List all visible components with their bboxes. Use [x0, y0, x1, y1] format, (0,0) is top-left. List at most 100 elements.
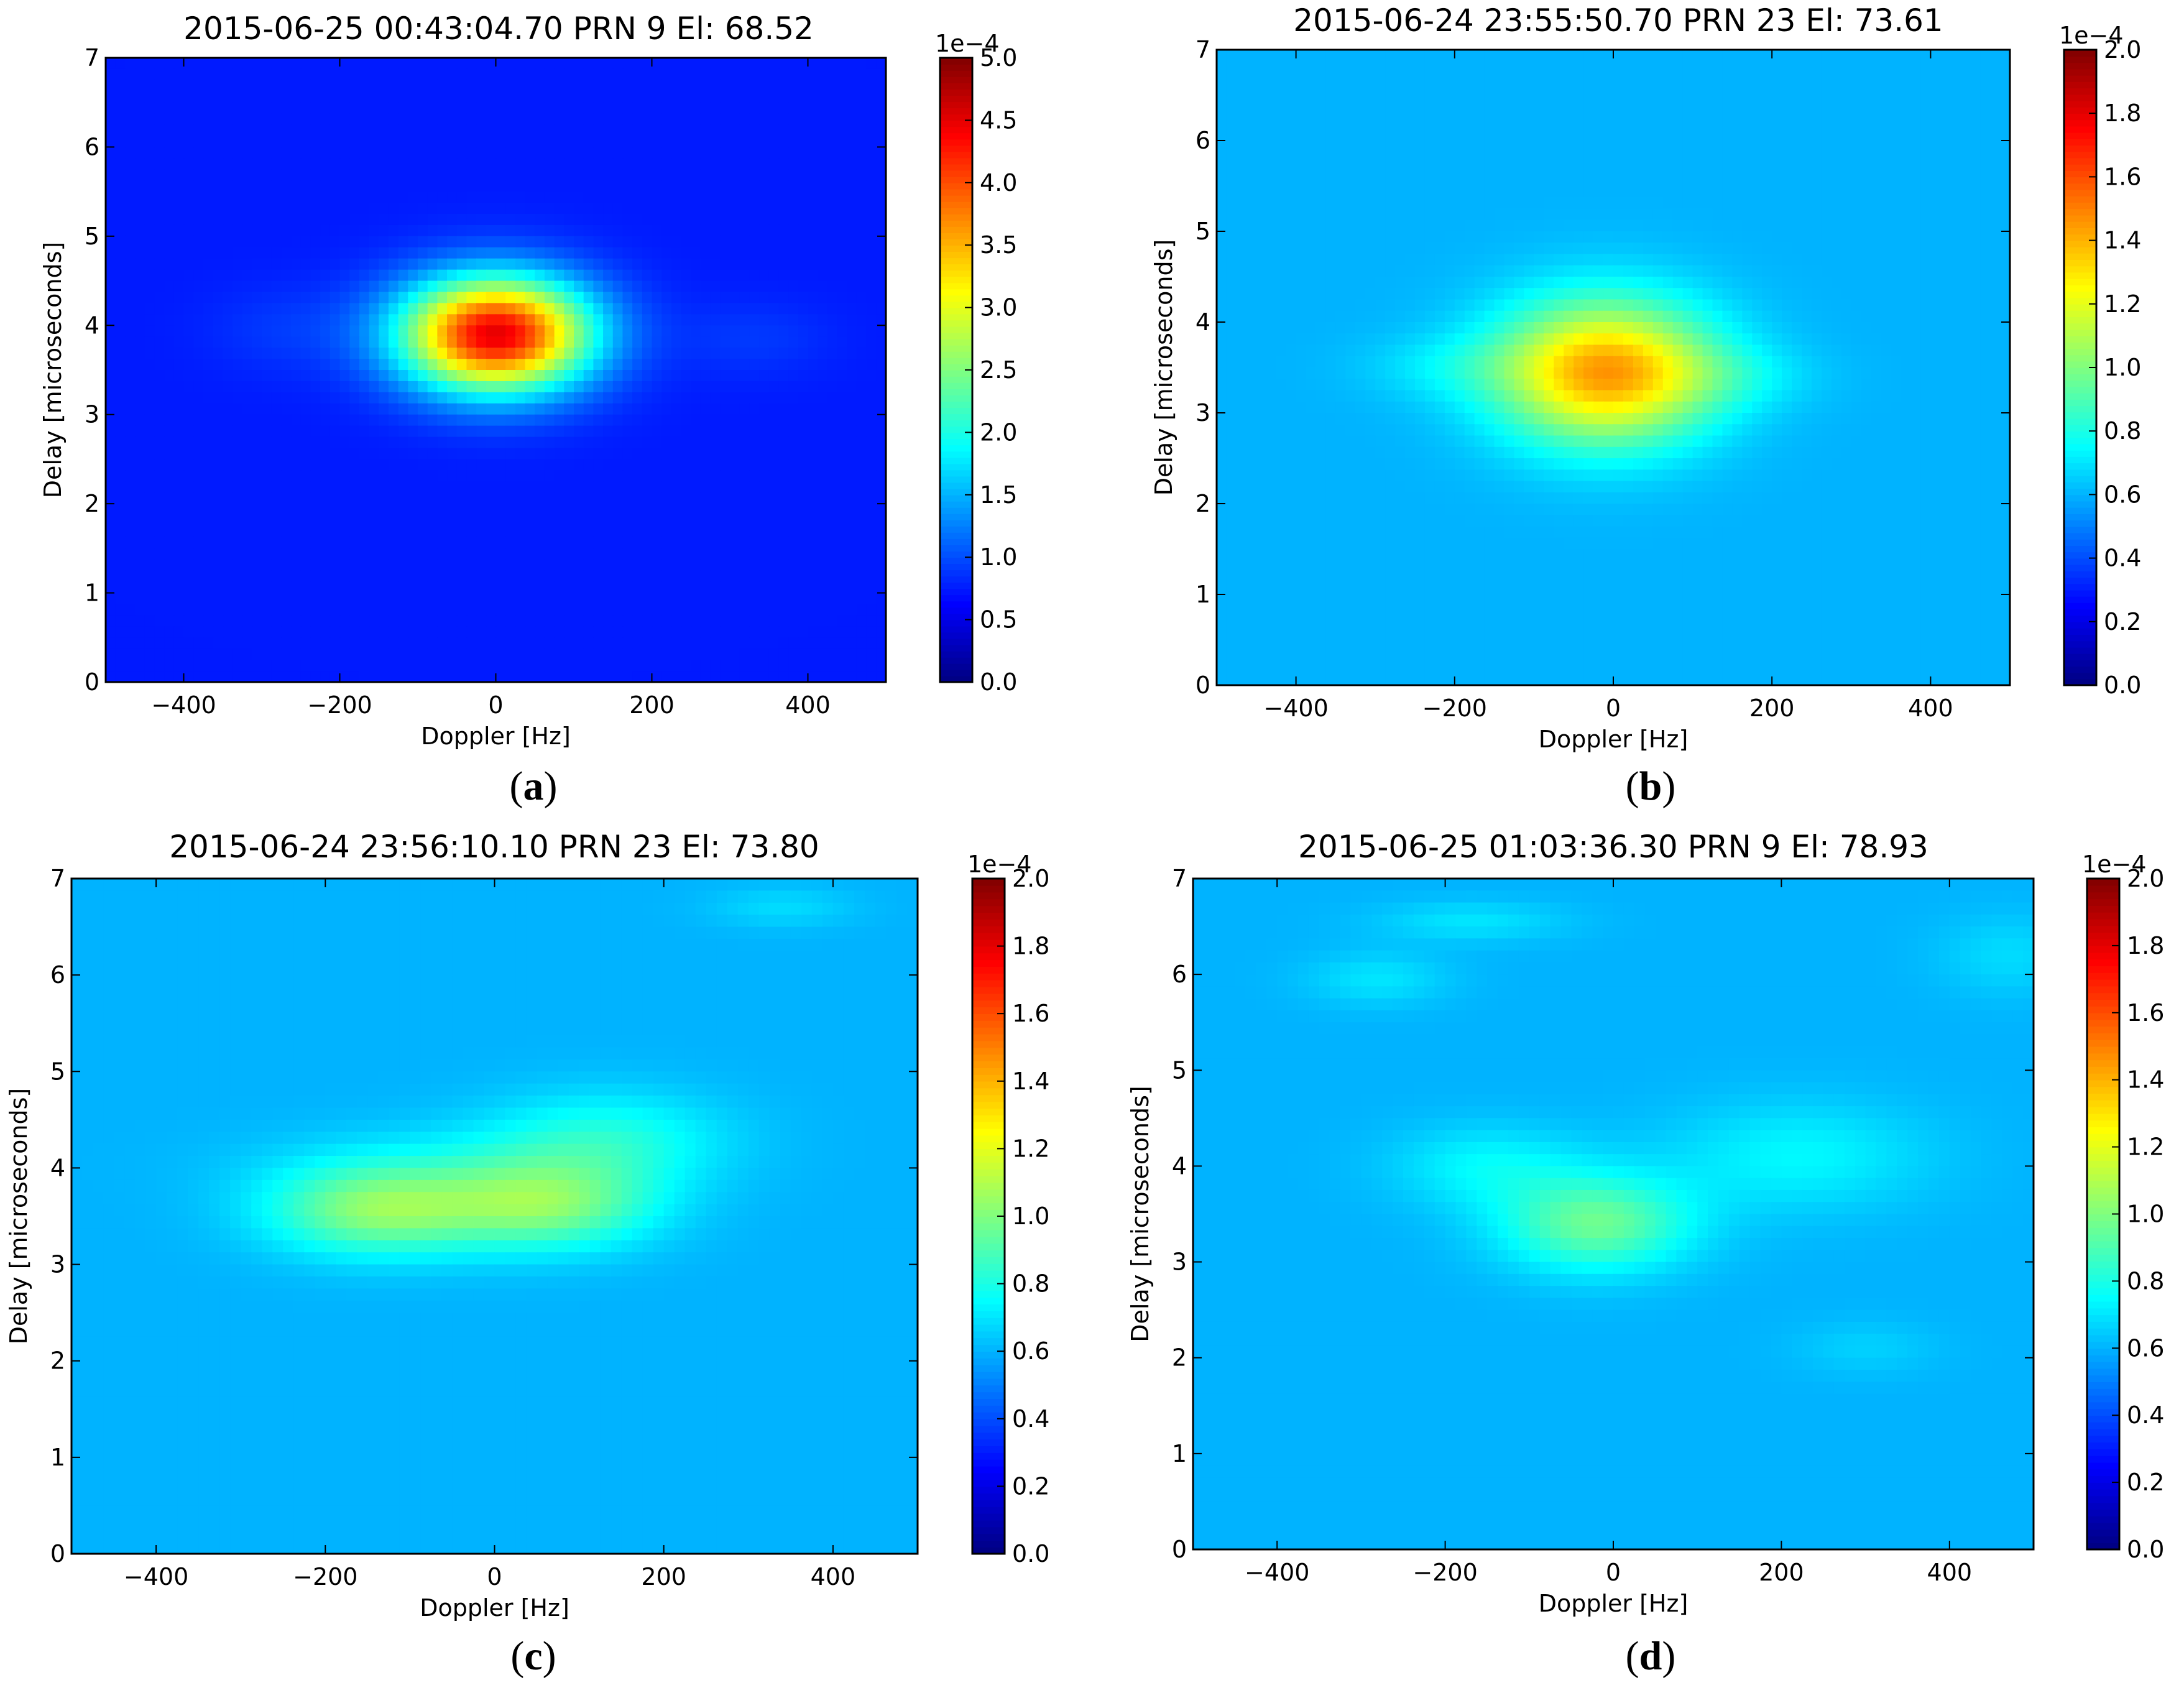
heatmap-cell [632, 425, 643, 438]
heatmap-cell [1226, 72, 1237, 85]
colorbar-band [940, 151, 972, 159]
heatmap-cell [339, 68, 350, 81]
heatmap-cell [447, 470, 458, 482]
heatmap-cell [476, 537, 487, 549]
heatmap-cell [505, 91, 516, 103]
heatmap-cell [739, 58, 750, 70]
heatmap-cell [388, 604, 399, 616]
heatmap-cell [749, 581, 760, 594]
heatmap-cell [262, 526, 272, 538]
heatmap-cell [730, 91, 740, 103]
heatmap-cell [1940, 50, 1951, 62]
heatmap-cell [300, 336, 311, 348]
heatmap-cell [564, 247, 574, 259]
heatmap-cell [310, 292, 321, 304]
heatmap-cell [759, 604, 770, 616]
heatmap-cell [856, 280, 867, 293]
heatmap-cell [486, 425, 497, 438]
heatmap-cell [252, 626, 262, 639]
heatmap-cell [418, 459, 428, 471]
heatmap-cell [329, 80, 341, 92]
heatmap-cell [154, 247, 165, 259]
heatmap-cell [329, 91, 341, 103]
heatmap-cell [1454, 83, 1465, 96]
heatmap-cell [642, 425, 653, 438]
heatmap-cell [1871, 61, 1882, 73]
heatmap-cell [603, 359, 614, 371]
heatmap-cell [329, 169, 341, 182]
heatmap-cell [447, 303, 458, 315]
heatmap-cell [106, 615, 116, 627]
heatmap-cell [437, 303, 448, 315]
heatmap-cell [486, 671, 497, 683]
heatmap-cell [525, 280, 536, 293]
heatmap-cell [1256, 72, 1267, 85]
heatmap-cell [788, 481, 799, 494]
heatmap-cell [300, 570, 311, 583]
heatmap-cell [466, 425, 477, 438]
heatmap-cell [1851, 72, 1862, 85]
heatmap-cell [447, 192, 458, 203]
heatmap-cell [203, 303, 214, 315]
heatmap-cell [574, 303, 584, 315]
heatmap-cell [408, 559, 418, 571]
heatmap-cell [525, 548, 536, 560]
heatmap-cell [223, 203, 233, 215]
heatmap-cell [798, 370, 809, 382]
heatmap-cell [1573, 72, 1584, 85]
heatmap-cell [866, 303, 877, 315]
heatmap-cell [281, 593, 292, 605]
heatmap-cell [427, 414, 438, 427]
heatmap-cell [144, 247, 155, 259]
heatmap-cell [486, 593, 497, 605]
heatmap-cell [379, 436, 389, 449]
heatmap-cell [281, 448, 292, 460]
heatmap-cell [1434, 61, 1445, 73]
heatmap-cell [476, 604, 487, 616]
heatmap-cell [661, 158, 672, 170]
heatmap-cell [466, 504, 477, 515]
heatmap-cell [612, 113, 624, 126]
heatmap-cell [691, 648, 701, 660]
heatmap-cell [593, 292, 604, 304]
heatmap-cell [106, 604, 116, 616]
heatmap-cell [681, 203, 692, 215]
heatmap-cell [456, 481, 468, 494]
heatmap-cell [486, 303, 497, 315]
heatmap-cell [710, 203, 721, 215]
heatmap-cell [661, 359, 672, 371]
heatmap-cell [535, 80, 545, 92]
heatmap-cell [515, 192, 526, 203]
heatmap-cell [856, 91, 867, 103]
heatmap-cell [144, 203, 155, 215]
heatmap-cell [495, 113, 506, 126]
heatmap-cell [622, 158, 633, 170]
heatmap-cell [125, 648, 136, 660]
heatmap-cell [486, 359, 497, 371]
heatmap-cell [144, 102, 155, 114]
heatmap-cell [798, 504, 809, 515]
heatmap-cell [115, 381, 126, 393]
heatmap-cell [827, 91, 838, 103]
heatmap-cell [223, 247, 233, 259]
heatmap-cell [369, 192, 380, 203]
heatmap-cell [544, 425, 555, 438]
heatmap-cell [476, 224, 487, 237]
heatmap-cell [827, 593, 838, 605]
heatmap-cell [681, 303, 692, 315]
heatmap-cell [691, 169, 701, 182]
heatmap-cell [876, 224, 887, 237]
heatmap-cell [213, 548, 224, 560]
heatmap-cell [700, 91, 711, 103]
heatmap-cell [1424, 72, 1435, 85]
heatmap-cell [427, 203, 438, 215]
heatmap-cell [300, 604, 311, 616]
heatmap-cell [213, 504, 224, 515]
heatmap-cell [349, 180, 360, 192]
heatmap-cell [106, 481, 116, 494]
heatmap-cell [262, 448, 272, 460]
heatmap-cell [603, 570, 614, 583]
heatmap-cell [632, 224, 643, 237]
heatmap-cell [681, 147, 692, 159]
heatmap-cell [798, 336, 809, 348]
